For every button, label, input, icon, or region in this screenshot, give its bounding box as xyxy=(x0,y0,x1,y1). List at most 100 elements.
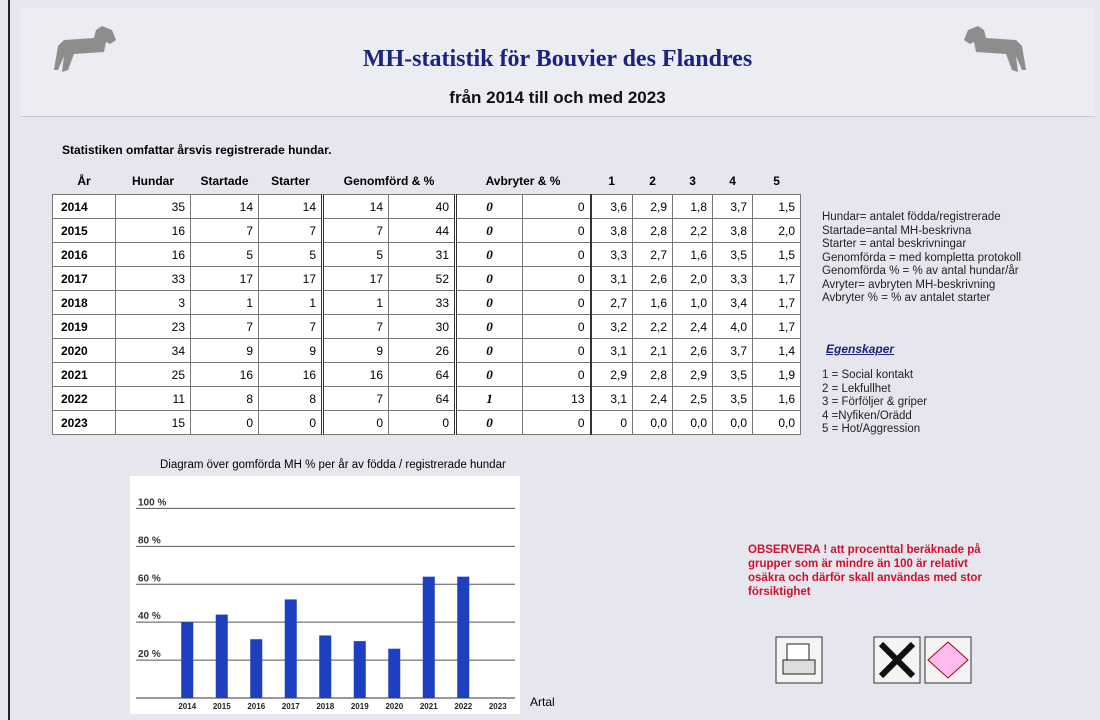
table-cell: 0 xyxy=(522,194,592,219)
table-cell: 33 xyxy=(115,266,191,291)
close-buttons[interactable] xyxy=(873,636,973,686)
note-line: Genomförda % = % av antal hundar/år xyxy=(822,265,1019,277)
table-cell: 0 xyxy=(454,362,524,387)
column-header: Hundar xyxy=(132,174,174,188)
table-row: 2014 35 14 14 14 40 0 0 3,6 2,9 1,8 3,7 1,5 xyxy=(52,194,802,219)
table-cell: 16 xyxy=(115,242,191,267)
table-cell: 2,6 xyxy=(672,338,714,363)
table-cell: 3,8 xyxy=(589,218,634,243)
table-cell: 0 xyxy=(522,314,592,339)
y-tick-label: 100 % xyxy=(138,497,166,508)
table-cell: 7 xyxy=(190,314,259,339)
table-cell: 3,3 xyxy=(589,242,634,267)
warning-line: försiktighet xyxy=(748,586,811,598)
x-tick-label: 2023 xyxy=(489,702,507,711)
table-cell: 3,7 xyxy=(712,194,754,219)
table-cell: 3,1 xyxy=(589,386,634,411)
warning-line: OBSERVERA ! att procenttal beräknade på xyxy=(748,544,981,556)
table-row: 2020 34 9 9 9 26 0 0 3,1 2,1 2,6 3,7 1,4 xyxy=(52,338,802,363)
dog-icon xyxy=(54,26,116,72)
table-cell: 2,4 xyxy=(672,314,714,339)
table-cell: 0 xyxy=(258,410,323,435)
table-cell: 3,1 xyxy=(589,338,634,363)
table-cell: 1,6 xyxy=(672,242,714,267)
table-cell: 9 xyxy=(190,338,259,363)
table-cell: 0 xyxy=(454,242,524,267)
property-line: 3 = Förföljer & griper xyxy=(822,396,928,408)
print-button[interactable] xyxy=(775,636,825,686)
table-cell: 3,5 xyxy=(712,242,754,267)
table-row: 2018 3 1 1 1 33 0 0 2,7 1,6 1,0 3,4 1,7 xyxy=(52,290,802,315)
property-line: 2 = Lekfullhet xyxy=(822,382,891,395)
x-tick-label: 2020 xyxy=(385,702,403,711)
table-cell: 1,7 xyxy=(752,290,802,315)
table-cell: 1,7 xyxy=(752,266,802,291)
table-cell: 2,8 xyxy=(632,218,674,243)
x-tick-label: 2016 xyxy=(247,702,265,711)
table-cell: 2,7 xyxy=(632,242,674,267)
table-row: 2017 33 17 17 17 52 0 0 3,1 2,6 2,0 3,3 1,7 xyxy=(52,266,802,291)
bar xyxy=(388,648,401,698)
table-cell: 4,0 xyxy=(712,314,754,339)
bar xyxy=(422,576,435,698)
bar xyxy=(319,635,332,698)
table-cell: 3,5 xyxy=(712,386,754,411)
x-axis-label: Artal xyxy=(530,695,555,709)
table-cell: 0 xyxy=(454,194,524,219)
x-tick-label: 2015 xyxy=(213,702,231,711)
table-cell: 35 xyxy=(115,194,191,219)
page-title: MH-statistik för Bouvier des Flandres xyxy=(362,46,753,72)
note-line: Avbryter % = % av antalet starter xyxy=(822,292,991,304)
table-cell: 44 xyxy=(387,218,457,243)
table-cell: 0 xyxy=(522,410,592,435)
table-cell: 9 xyxy=(258,338,323,363)
bar xyxy=(250,639,263,698)
note-line: Avryter= avbryten MH-beskrivning xyxy=(822,278,996,291)
dog-icon xyxy=(964,26,1026,72)
table-row: 2021 25 16 16 16 64 0 0 2,9 2,8 2,9 3,5 1,9 xyxy=(52,362,802,387)
table-row: 2019 23 7 7 7 30 0 0 3,2 2,2 2,4 4,0 1,7 xyxy=(52,314,802,339)
table-cell: 16 xyxy=(115,218,191,243)
table-cell: 16 xyxy=(190,362,259,387)
bar xyxy=(215,614,228,698)
table-cell: 2,5 xyxy=(672,386,714,411)
column-header: Starter xyxy=(271,174,310,188)
table-cell: 23 xyxy=(115,314,191,339)
table-cell: 25 xyxy=(115,362,191,387)
table-cell: 0 xyxy=(522,290,592,315)
note-line: Genomförda = med kompletta protokoll xyxy=(822,251,1022,264)
table-cell: 1,6 xyxy=(752,386,802,411)
table-cell: 3,6 xyxy=(589,194,634,219)
warning-line: osäkra och därför skall användas med sto… xyxy=(748,572,982,584)
x-tick-label: 2022 xyxy=(454,702,472,711)
table-cell: 9 xyxy=(321,338,389,363)
table-cell: 1,9 xyxy=(752,362,802,387)
table-cell: 3,4 xyxy=(712,290,754,315)
table-cell: 14 xyxy=(321,194,389,219)
table-cell: 2,2 xyxy=(632,314,674,339)
table-cell: 0 xyxy=(522,362,592,387)
table-cell: 0,0 xyxy=(632,410,674,435)
properties-link[interactable]: Egenskaper xyxy=(826,342,895,356)
column-header: Startade xyxy=(200,174,249,188)
table-cell: 7 xyxy=(321,314,389,339)
table-cell: 0 xyxy=(321,410,389,435)
table-cell: 0 xyxy=(454,410,524,435)
property-line: 5 = Hot/Aggression xyxy=(822,423,921,435)
y-tick-label: 20 % xyxy=(138,649,161,660)
table-row: 2022 11 8 8 7 64 1 13 3,1 2,4 2,5 3,5 1,6 xyxy=(52,386,802,411)
column-header: Genomförd & % xyxy=(343,174,435,188)
column-header: 2 xyxy=(649,174,656,188)
table-cell: 0,0 xyxy=(712,410,754,435)
table-cell: 1,8 xyxy=(672,194,714,219)
chart: Artal 20 % 40 % 60 % 80 % 100 % 2014 2015 2016 2… xyxy=(130,476,555,714)
note-line: Startade=antal MH-beskrivna xyxy=(822,224,972,237)
table-cell: 2023 xyxy=(52,410,116,435)
table-cell: 0 xyxy=(589,410,634,435)
column-header: 1 xyxy=(608,174,615,188)
table-cell: 31 xyxy=(387,242,457,267)
table-cell: 26 xyxy=(387,338,457,363)
table-cell: 7 xyxy=(258,218,323,243)
header: MH-statistik för Bouvier des Flandres fr… xyxy=(20,8,1095,117)
